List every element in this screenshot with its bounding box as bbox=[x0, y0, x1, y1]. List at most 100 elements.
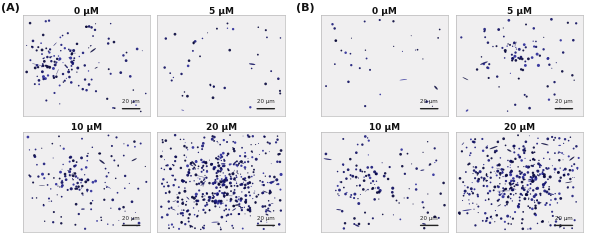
Point bbox=[203, 203, 212, 207]
Point bbox=[531, 176, 541, 180]
Point bbox=[84, 178, 93, 182]
Point bbox=[178, 94, 188, 98]
Point bbox=[182, 156, 191, 160]
Point bbox=[56, 44, 66, 48]
Point bbox=[535, 172, 545, 176]
Ellipse shape bbox=[420, 170, 424, 171]
Ellipse shape bbox=[507, 150, 511, 152]
Point bbox=[504, 222, 513, 226]
Point bbox=[198, 37, 207, 41]
Point bbox=[163, 164, 172, 168]
Point bbox=[468, 181, 477, 185]
Point bbox=[399, 196, 409, 200]
Point bbox=[38, 64, 48, 68]
Point bbox=[532, 186, 542, 190]
Point bbox=[529, 175, 538, 179]
Point bbox=[366, 182, 376, 186]
Point bbox=[226, 198, 236, 202]
Ellipse shape bbox=[81, 208, 85, 210]
Ellipse shape bbox=[434, 86, 438, 90]
Point bbox=[517, 171, 526, 175]
Point bbox=[222, 154, 232, 158]
Point bbox=[532, 222, 542, 226]
Point bbox=[222, 198, 232, 202]
Point bbox=[44, 51, 54, 55]
Point bbox=[482, 146, 492, 150]
Point bbox=[198, 184, 208, 188]
Point bbox=[77, 168, 87, 172]
Point bbox=[569, 79, 579, 83]
Point bbox=[25, 22, 35, 26]
Ellipse shape bbox=[132, 159, 137, 162]
Point bbox=[488, 45, 498, 49]
Point bbox=[162, 164, 171, 168]
Point bbox=[230, 177, 239, 181]
Point bbox=[487, 157, 496, 161]
Ellipse shape bbox=[422, 223, 426, 225]
Point bbox=[424, 100, 434, 104]
Point bbox=[346, 158, 355, 162]
Point bbox=[184, 172, 194, 176]
Point bbox=[555, 179, 564, 183]
Point bbox=[141, 92, 151, 96]
Point bbox=[103, 134, 113, 138]
Point bbox=[545, 188, 554, 192]
Point bbox=[360, 20, 370, 24]
Point bbox=[503, 110, 513, 114]
Point bbox=[34, 175, 43, 179]
Point bbox=[373, 191, 382, 195]
Text: 20 μm: 20 μm bbox=[420, 99, 438, 104]
Point bbox=[410, 49, 420, 53]
Point bbox=[518, 176, 528, 180]
Point bbox=[505, 171, 515, 175]
Point bbox=[533, 200, 543, 204]
Point bbox=[365, 176, 375, 180]
Point bbox=[201, 176, 211, 180]
Point bbox=[206, 83, 215, 87]
Point bbox=[49, 210, 59, 214]
Point bbox=[388, 194, 398, 198]
Point bbox=[538, 183, 548, 187]
Point bbox=[563, 22, 573, 26]
Point bbox=[334, 194, 344, 198]
Point bbox=[200, 194, 210, 198]
Ellipse shape bbox=[263, 191, 267, 193]
Point bbox=[510, 184, 519, 188]
Point bbox=[501, 174, 511, 178]
Point bbox=[241, 201, 251, 205]
Point bbox=[272, 183, 282, 187]
Point bbox=[237, 175, 246, 179]
Point bbox=[52, 61, 61, 65]
Point bbox=[263, 207, 273, 211]
Point bbox=[213, 170, 223, 173]
Point bbox=[194, 182, 204, 186]
Point bbox=[511, 157, 520, 161]
Point bbox=[69, 174, 78, 178]
Point bbox=[192, 202, 201, 206]
Ellipse shape bbox=[541, 144, 549, 146]
Point bbox=[561, 168, 570, 172]
Point bbox=[471, 170, 481, 174]
Point bbox=[245, 181, 255, 185]
Point bbox=[513, 57, 523, 61]
Point bbox=[493, 170, 502, 173]
Point bbox=[31, 148, 40, 152]
Point bbox=[195, 55, 205, 59]
Point bbox=[275, 152, 284, 156]
Point bbox=[478, 219, 487, 223]
Point bbox=[439, 181, 448, 185]
Point bbox=[219, 183, 229, 187]
Point bbox=[236, 197, 246, 201]
Point bbox=[161, 191, 171, 195]
Point bbox=[173, 204, 183, 208]
Point bbox=[403, 196, 412, 200]
Point bbox=[483, 42, 493, 46]
Point bbox=[350, 216, 359, 220]
Point bbox=[69, 183, 78, 187]
Point bbox=[529, 163, 539, 167]
Point bbox=[232, 176, 242, 180]
Point bbox=[38, 76, 48, 80]
Point bbox=[215, 158, 225, 162]
Point bbox=[126, 75, 135, 79]
Point bbox=[103, 222, 112, 226]
